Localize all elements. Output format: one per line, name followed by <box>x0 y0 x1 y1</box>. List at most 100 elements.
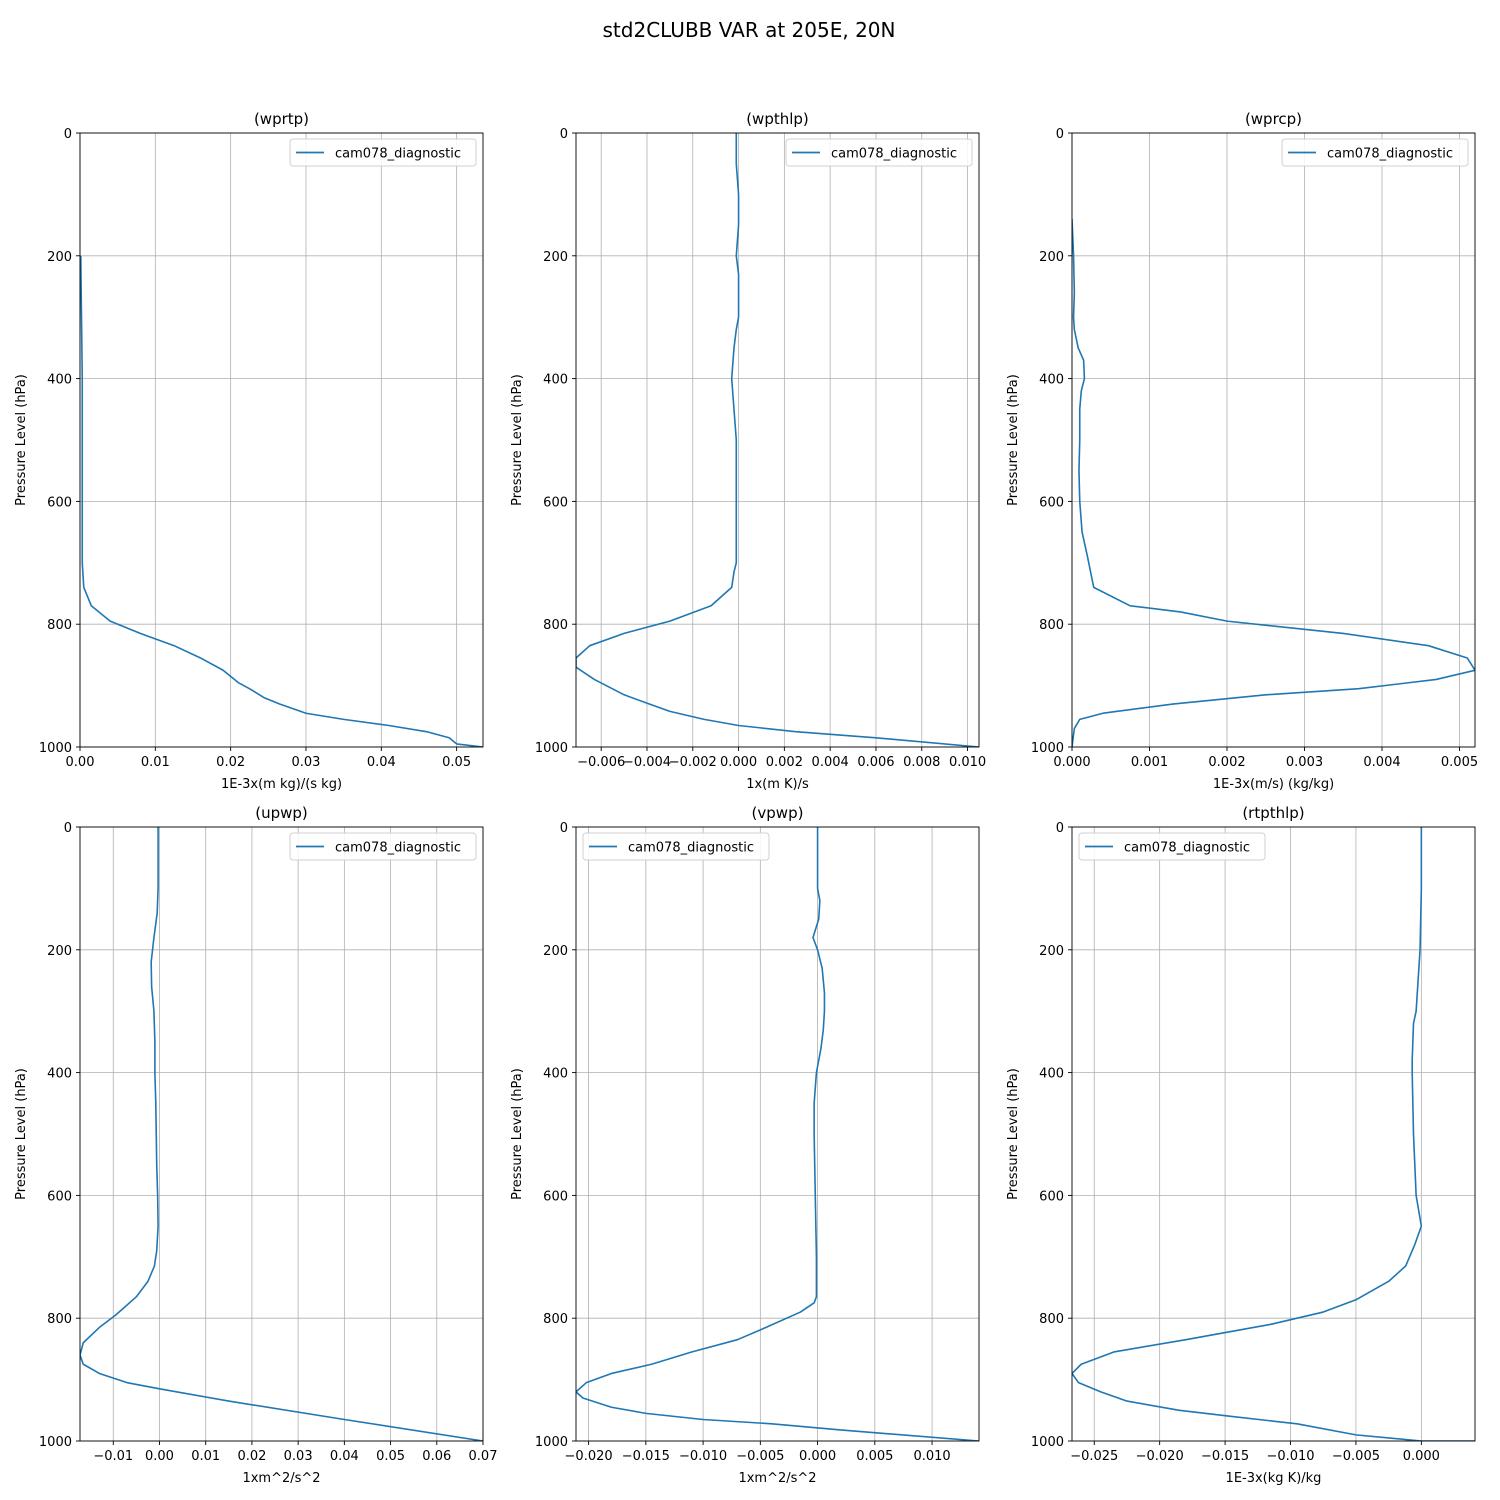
y-axis-label: Pressure Level (hPa) <box>510 1068 525 1200</box>
x-axis-label: 1x(m K)/s <box>746 777 809 792</box>
grid <box>80 826 484 1442</box>
y-tick-label: 800 <box>1039 618 1064 633</box>
subplot-grid: 0.00 0.01 0.02 0.03 0.04 0.05 0 200 400 600 800 100… <box>14 110 1478 1486</box>
y-tick-label: 800 <box>47 1312 72 1327</box>
x-tick-label: 0.004 <box>1363 755 1400 770</box>
y-axis-label: Pressure Level (hPa) <box>1006 374 1021 506</box>
x-tick-label: 0.06 <box>422 1449 451 1464</box>
legend-box <box>582 832 770 861</box>
grid <box>1071 132 1475 748</box>
x-axis-label: 1xm^2/s^2 <box>242 1471 320 1486</box>
legend-box <box>785 138 973 167</box>
subplot-wprtp: 0.00 0.01 0.02 0.03 0.04 0.05 0 200 400 600 800 100… <box>14 110 484 792</box>
axes-frame <box>575 826 980 1442</box>
y-tick-label: 200 <box>47 250 72 265</box>
y-tick-label: 200 <box>543 944 568 959</box>
legend-label: cam078_diagnostic <box>335 841 461 856</box>
x-tick-label: 0.00 <box>66 755 95 770</box>
y-tick-label: 400 <box>1039 373 1064 388</box>
y-tick-label: 0 <box>1056 127 1064 142</box>
series-line <box>1072 218 1475 747</box>
x-tick-label: −0.025 <box>1070 1449 1118 1464</box>
y-tick-label: 1000 <box>39 1435 72 1450</box>
figure-title: std2CLUBB VAR at 205E, 20N <box>603 18 896 42</box>
x-tick-label: 0.008 <box>903 755 940 770</box>
x-tick-label: −0.010 <box>1266 1449 1314 1464</box>
x-tick-label: 0.006 <box>857 755 894 770</box>
x-tick-label: −0.01 <box>93 1449 133 1464</box>
panel-title: (wprcp) <box>1245 110 1302 128</box>
y-tick-label: 600 <box>543 1189 568 1204</box>
grid <box>576 826 979 1442</box>
x-tick-label: 0.03 <box>292 755 321 770</box>
x-tick-label: 0.004 <box>812 755 849 770</box>
legend-label: cam078_diagnostic <box>1124 841 1250 856</box>
y-tick-label: 400 <box>1039 1067 1064 1082</box>
y-axis-label: Pressure Level (hPa) <box>14 374 29 506</box>
y-tick-label: 0 <box>64 821 72 836</box>
x-axis-label: 1E-3x(kg K)/kg <box>1226 1471 1322 1486</box>
axes-frame <box>79 826 484 1442</box>
legend-label: cam078_diagnostic <box>831 147 957 162</box>
x-tick-label: 0.005 <box>1441 755 1478 770</box>
subplot-vpwp: −0.020 −0.015 −0.010 −0.005 0.000 0.005 0.010 0… <box>510 804 980 1486</box>
y-tick-label: 200 <box>543 250 568 265</box>
grid <box>79 132 483 748</box>
y-tick-label: 600 <box>1039 495 1064 510</box>
x-tick-label: 0.002 <box>766 755 803 770</box>
x-tick-label: −0.020 <box>1136 1449 1184 1464</box>
panel-title: (upwp) <box>255 804 308 822</box>
y-tick-label: 400 <box>47 373 72 388</box>
x-tick-label: 0.000 <box>720 755 757 770</box>
x-tick-label: 0.003 <box>1286 755 1323 770</box>
x-tick-label: −0.015 <box>1201 1449 1249 1464</box>
y-tick-label: 200 <box>1039 250 1064 265</box>
y-axis-label: Pressure Level (hPa) <box>1006 1068 1021 1200</box>
panel-title: (wpthlp) <box>746 110 809 128</box>
y-tick-label: 600 <box>543 495 568 510</box>
panel-title: (rtpthlp) <box>1242 804 1304 822</box>
x-tick-label: 0.07 <box>469 1449 498 1464</box>
x-tick-label: 0.010 <box>913 1449 950 1464</box>
x-tick-label: 0.005 <box>856 1449 893 1464</box>
x-tick-label: 0.000 <box>1053 755 1090 770</box>
x-tick-label: 0.000 <box>799 1449 836 1464</box>
x-axis-label: 1E-3x(m kg)/(s kg) <box>221 777 342 792</box>
y-tick-label: 200 <box>1039 944 1064 959</box>
y-tick-label: 600 <box>1039 1189 1064 1204</box>
y-tick-label: 800 <box>1039 1312 1064 1327</box>
subplot-rtpthlp: −0.025 −0.020 −0.015 −0.010 −0.005 0.000 0 200 4… <box>1006 804 1476 1486</box>
subplot-wprcp: 0.000 0.001 0.002 0.003 0.004 0.005 0 200 400 600… <box>1006 110 1478 792</box>
y-tick-label: 0 <box>560 127 568 142</box>
x-tick-label: 0.00 <box>145 1449 174 1464</box>
subplot-wpthlp: −0.006−0.004−0.002 0.000 0.002 0.004 0.006 0.… <box>510 110 986 792</box>
y-tick-label: 400 <box>47 1067 72 1082</box>
y-tick-label: 0 <box>64 127 72 142</box>
y-tick-label: 400 <box>543 1067 568 1082</box>
y-tick-label: 0 <box>560 821 568 836</box>
x-axis-label: 1xm^2/s^2 <box>738 1471 816 1486</box>
legend: cam078_diagnostic <box>582 832 770 861</box>
x-tick-label: 0.05 <box>376 1449 405 1464</box>
x-tick-label: 0.04 <box>330 1449 359 1464</box>
legend: cam078_diagnostic <box>1078 832 1266 861</box>
y-tick-label: 800 <box>47 618 72 633</box>
y-axis-label: Pressure Level (hPa) <box>14 1068 29 1200</box>
grid <box>576 132 979 748</box>
x-tick-label: −0.015 <box>622 1449 670 1464</box>
y-tick-label: 600 <box>47 495 72 510</box>
series-line <box>576 133 979 747</box>
legend-box <box>1281 138 1469 167</box>
y-tick-label: 1000 <box>1031 741 1064 756</box>
x-tick-label: 0.000 <box>1403 1449 1440 1464</box>
x-tick-label: 0.03 <box>284 1449 313 1464</box>
legend-label: cam078_diagnostic <box>335 147 461 162</box>
x-tick-label: −0.010 <box>679 1449 727 1464</box>
legend-box <box>1078 832 1266 861</box>
axes-frame <box>1071 826 1476 1442</box>
y-tick-label: 600 <box>47 1189 72 1204</box>
axes-frame <box>1071 132 1476 748</box>
y-tick-label: 1000 <box>1031 1435 1064 1450</box>
legend: cam078_diagnostic <box>289 138 477 167</box>
